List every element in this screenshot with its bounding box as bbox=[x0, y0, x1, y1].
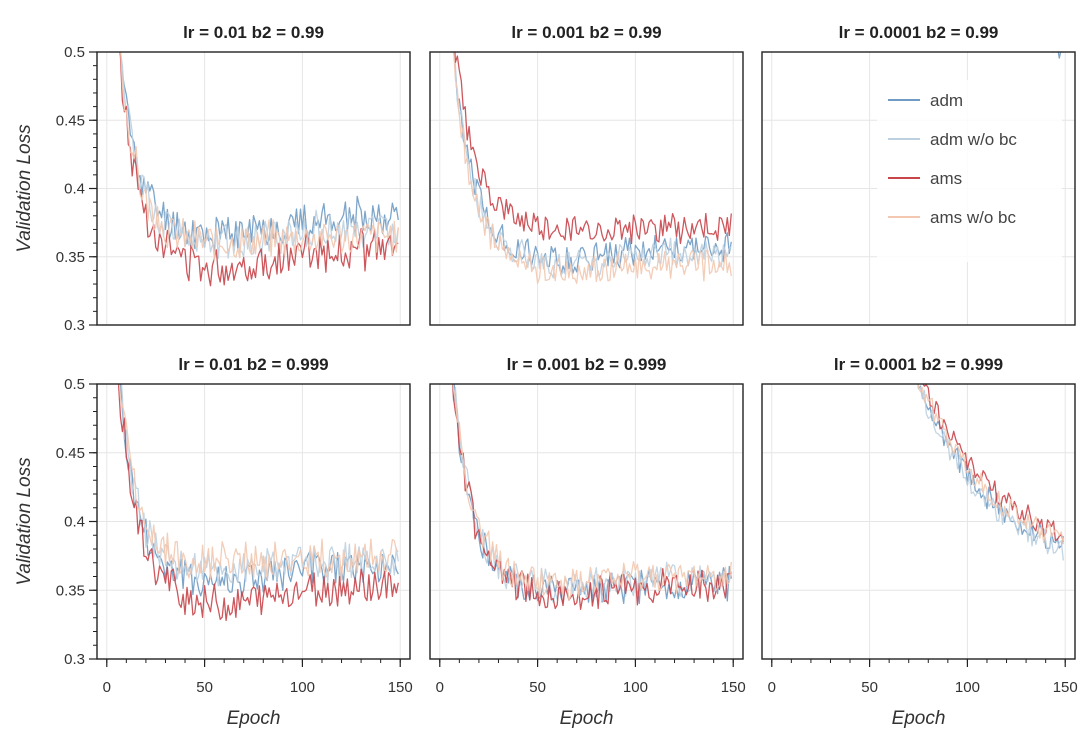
x-tick-label: 100 bbox=[955, 679, 980, 696]
series-line-adm bbox=[453, 384, 732, 605]
y-tick-label: 0.4 bbox=[64, 181, 85, 198]
plot-frame bbox=[429, 383, 744, 660]
plot-frame bbox=[761, 383, 1076, 660]
panel-4: lr = 0.01 b2 = 0.999 0.3 0.35 0.4 0.45 0.5 Val… bbox=[14, 355, 413, 729]
x-tick-label: 150 bbox=[1053, 679, 1078, 696]
panel-title: lr = 0.001 b2 = 0.999 bbox=[507, 355, 667, 374]
panel-1: lr = 0.01 b2 = 0.99 0.3 0.35 0.4 0.45 0.5 Vali… bbox=[14, 23, 411, 334]
x-axis-label: Epoch bbox=[560, 708, 614, 729]
y-tick-label: 0.45 bbox=[56, 445, 85, 462]
y-tick-label: 0.45 bbox=[56, 112, 85, 129]
legend-label-adm: adm bbox=[930, 91, 963, 110]
x-tick-label: 150 bbox=[721, 679, 746, 696]
panel-2: lr = 0.001 b2 = 0.99 bbox=[429, 23, 744, 326]
y-tick-label: 0.3 bbox=[64, 651, 85, 668]
plot-frame bbox=[429, 51, 744, 326]
y-tick-label: 0.5 bbox=[64, 376, 85, 393]
x-axis-label: Epoch bbox=[892, 708, 946, 729]
plot-frame bbox=[761, 51, 1076, 326]
series-line-ams bbox=[117, 384, 399, 622]
x-tick-label: 50 bbox=[861, 679, 878, 696]
series-line-ams bbox=[454, 52, 732, 245]
series-line-ams-w-o-bc bbox=[120, 52, 399, 262]
y-tick-label: 0.5 bbox=[64, 44, 85, 61]
series-line-ams-w-o-bc bbox=[452, 384, 732, 602]
series-line-adm-w-o-bc bbox=[120, 384, 399, 587]
x-tick-label: 0 bbox=[103, 679, 111, 696]
series-line-ams-w-o-bc bbox=[917, 384, 1064, 545]
panel-5: lr = 0.001 b2 = 0.999 0 50 100 150 Epoch bbox=[429, 355, 746, 729]
x-tick-label: 100 bbox=[623, 679, 648, 696]
x-tick-label: 0 bbox=[768, 679, 776, 696]
panel-3: lr = 0.0001 b2 = 0.99 adm adm w/o bc ams ams… bbox=[761, 23, 1076, 326]
series-line-ams bbox=[922, 384, 1064, 543]
series-line-ams-w-o-bc bbox=[453, 52, 732, 284]
series-line-ams bbox=[452, 384, 732, 610]
legend-background bbox=[877, 80, 1062, 262]
legend-label-adm-w-o-bc: adm w/o bc bbox=[930, 130, 1017, 149]
y-tick-label: 0.35 bbox=[56, 249, 85, 266]
series-line-adm-w-o-bc bbox=[451, 384, 732, 603]
panel-title: lr = 0.0001 b2 = 0.99 bbox=[839, 23, 999, 42]
y-tick-label: 0.4 bbox=[64, 514, 85, 531]
x-tick-label: 0 bbox=[436, 679, 444, 696]
y-tick-label: 0.35 bbox=[56, 582, 85, 599]
legend: adm adm w/o bc ams ams w/o bc bbox=[877, 80, 1062, 262]
panel-title: lr = 0.0001 b2 = 0.999 bbox=[834, 355, 1003, 374]
legend-label-ams-w-o-bc: ams w/o bc bbox=[930, 208, 1016, 227]
panel-title: lr = 0.01 b2 = 0.999 bbox=[178, 355, 328, 374]
x-tick-label: 50 bbox=[196, 679, 213, 696]
y-axis-label: Validation Loss bbox=[14, 457, 35, 586]
x-tick-label: 50 bbox=[529, 679, 546, 696]
panel-title: lr = 0.01 b2 = 0.99 bbox=[183, 23, 324, 42]
panel-title: lr = 0.001 b2 = 0.99 bbox=[511, 23, 661, 42]
series-line-ams bbox=[119, 52, 399, 287]
panel-6: lr = 0.0001 b2 = 0.999 0 50 100 150 Epoch bbox=[761, 355, 1078, 729]
x-tick-label: 100 bbox=[290, 679, 315, 696]
series-line-ams-w-o-bc bbox=[118, 384, 399, 581]
y-tick-label: 0.3 bbox=[64, 317, 85, 334]
x-tick-label: 150 bbox=[388, 679, 413, 696]
legend-label-ams: ams bbox=[930, 169, 962, 188]
y-axis-label: Validation Loss bbox=[14, 124, 35, 253]
x-axis-label: Epoch bbox=[227, 708, 281, 729]
